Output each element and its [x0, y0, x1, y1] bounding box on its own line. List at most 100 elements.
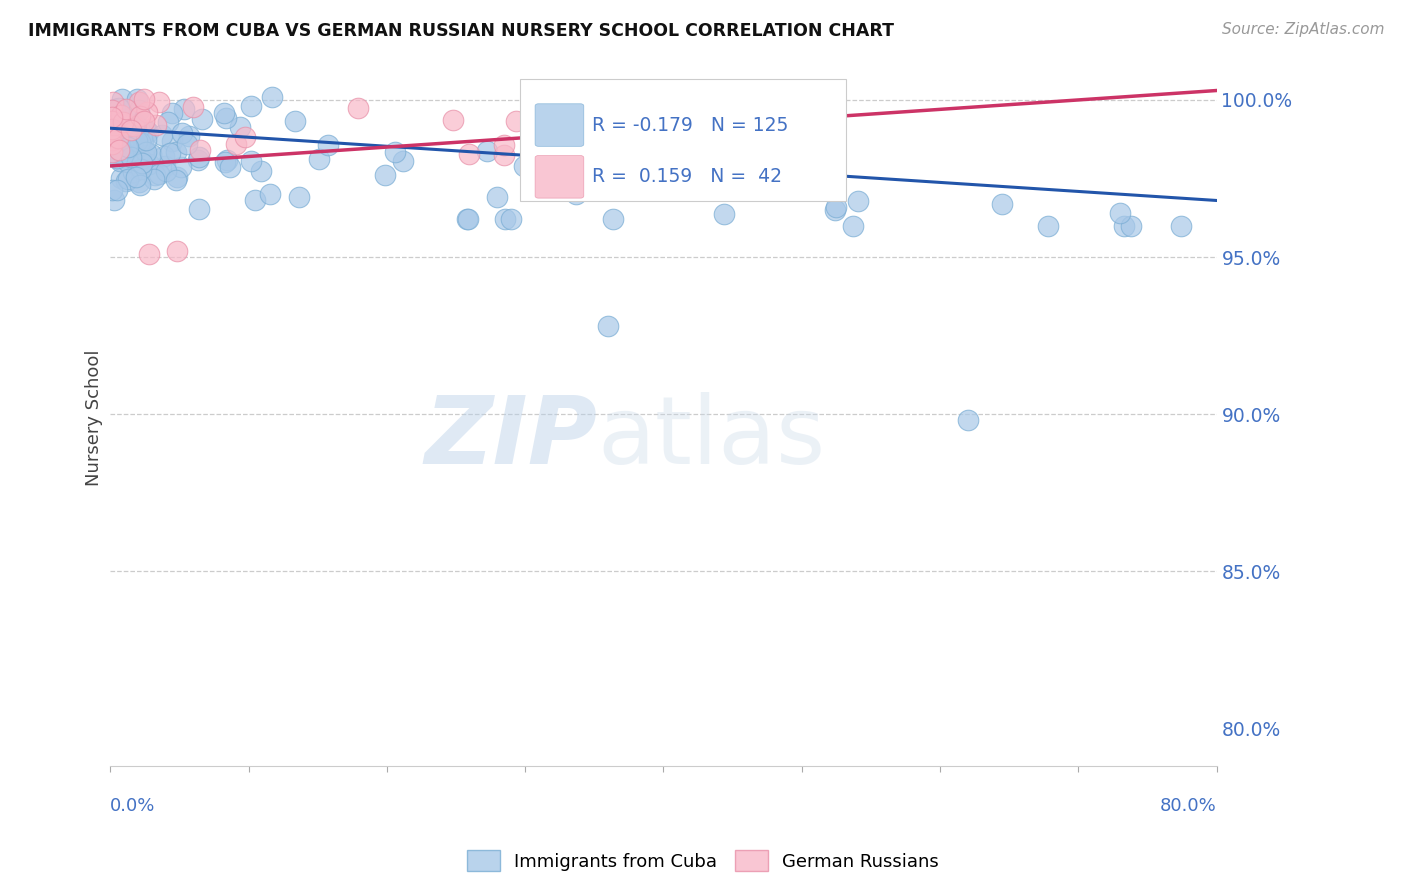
Point	[458, 147, 481, 161]
Point	[132, 149, 155, 163]
Point	[107, 143, 129, 157]
Point	[245, 194, 267, 208]
Point	[250, 163, 273, 178]
Point	[101, 136, 124, 151]
Point	[956, 413, 979, 427]
Point	[117, 155, 139, 169]
Point	[131, 130, 153, 145]
Point	[105, 151, 128, 165]
Point	[135, 132, 157, 146]
Point	[122, 119, 145, 133]
Point	[214, 155, 236, 169]
Point	[156, 115, 179, 129]
Point	[138, 247, 160, 261]
Point	[456, 212, 478, 227]
Point	[239, 99, 262, 113]
Point	[117, 153, 139, 168]
Point	[1112, 219, 1135, 233]
Point	[647, 163, 669, 178]
Point	[105, 184, 128, 198]
Point	[630, 148, 652, 162]
Point	[103, 135, 125, 149]
Point	[374, 168, 396, 182]
Point	[165, 145, 187, 159]
Point	[110, 170, 132, 185]
Point	[125, 117, 148, 131]
Point	[262, 90, 284, 104]
Point	[100, 122, 122, 136]
Point	[173, 102, 195, 116]
Point	[477, 144, 499, 158]
Point	[118, 120, 141, 134]
FancyBboxPatch shape	[520, 79, 846, 201]
Point	[219, 160, 242, 174]
Point	[165, 172, 187, 186]
FancyBboxPatch shape	[536, 103, 583, 146]
Point	[1108, 206, 1130, 220]
Point	[155, 164, 177, 178]
Point	[159, 145, 181, 160]
Point	[101, 117, 124, 131]
Point	[111, 138, 134, 153]
Point	[494, 212, 516, 227]
Point	[1119, 219, 1142, 233]
Point	[991, 197, 1014, 211]
Y-axis label: Nursery School: Nursery School	[86, 349, 103, 485]
Point	[135, 122, 157, 136]
Point	[1170, 219, 1192, 233]
Point	[225, 136, 247, 151]
Point	[125, 119, 148, 133]
Point	[136, 105, 159, 120]
Point	[215, 111, 238, 125]
Point	[120, 123, 142, 137]
Point	[492, 147, 515, 161]
Point	[513, 159, 536, 173]
Point	[212, 105, 235, 120]
Point	[136, 125, 159, 139]
Point	[188, 143, 211, 157]
Point	[143, 168, 166, 182]
Text: IMMIGRANTS FROM CUBA VS GERMAN RUSSIAN NURSERY SCHOOL CORRELATION CHART: IMMIGRANTS FROM CUBA VS GERMAN RUSSIAN N…	[28, 22, 894, 40]
Point	[187, 153, 209, 167]
Point	[101, 145, 124, 159]
Point	[120, 128, 142, 142]
Text: 0.0%: 0.0%	[110, 797, 156, 814]
Point	[229, 120, 252, 134]
Point	[564, 151, 586, 165]
Point	[162, 134, 184, 148]
Point	[115, 112, 138, 127]
Point	[441, 113, 464, 128]
Point	[127, 131, 149, 145]
Point	[100, 184, 122, 198]
Point	[115, 102, 138, 116]
Point	[170, 160, 193, 174]
Point	[259, 187, 281, 202]
Point	[602, 212, 624, 227]
Point	[117, 140, 139, 154]
Point	[135, 145, 157, 160]
Point	[150, 128, 173, 142]
Legend: Immigrants from Cuba, German Russians: Immigrants from Cuba, German Russians	[460, 843, 946, 879]
Point	[129, 152, 152, 166]
Point	[101, 95, 124, 109]
Text: 80.0%: 80.0%	[1160, 797, 1216, 814]
Point	[142, 171, 165, 186]
Point	[101, 110, 124, 124]
Point	[112, 148, 135, 162]
Point	[166, 169, 188, 184]
Point	[127, 134, 149, 148]
Point	[129, 162, 152, 177]
Text: Source: ZipAtlas.com: Source: ZipAtlas.com	[1222, 22, 1385, 37]
Point	[132, 92, 155, 106]
Text: atlas: atlas	[598, 392, 825, 484]
Point	[824, 203, 846, 218]
Point	[100, 103, 122, 118]
Point	[176, 136, 198, 151]
Point	[138, 157, 160, 171]
Point	[100, 126, 122, 140]
Point	[160, 106, 183, 120]
Point	[598, 319, 620, 334]
Point	[129, 109, 152, 123]
Point	[107, 130, 129, 145]
Point	[108, 154, 131, 169]
